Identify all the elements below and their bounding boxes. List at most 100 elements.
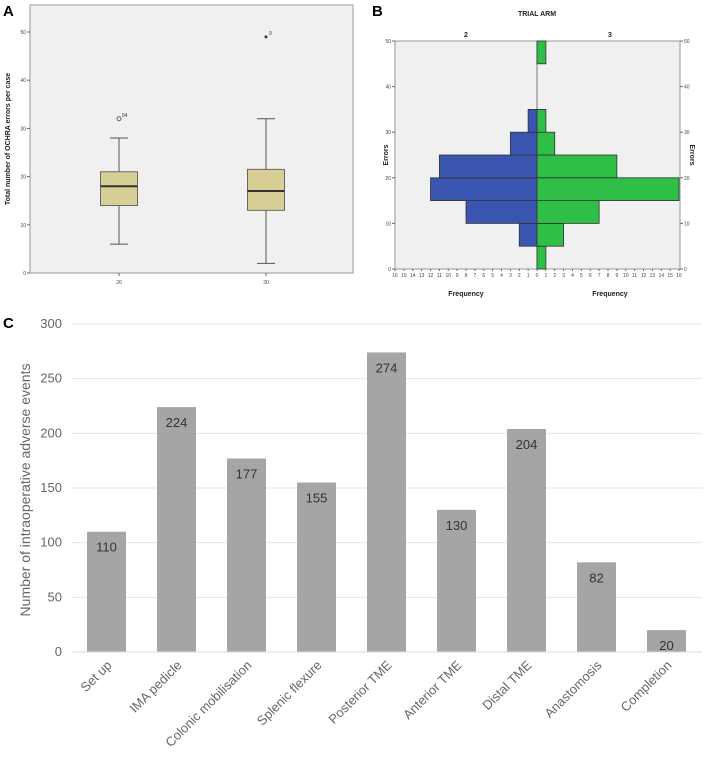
y-tick-label-c: 200 [40,425,62,440]
histogram-bar-3 [536,131,556,156]
box [100,171,138,207]
x-tick-label-b: 8 [465,273,468,279]
y-tick-label-b-left: 20 [385,176,391,182]
series-label-right: 3 [608,32,612,39]
histogram-bar-3 [536,200,600,224]
panel-label-b: B [372,3,383,20]
data-label: 204 [516,437,538,452]
x-tick-label-b: 16 [392,273,398,279]
bar-0 [87,531,126,652]
x-tick-label-b: 1 [527,273,530,279]
x-tick-label-a: 30 [263,280,269,286]
y-tick-label-c: 300 [40,316,62,331]
x-tick-label-b: 10 [623,273,629,279]
outlier-label: 9 [269,31,272,37]
plot-area-a [29,4,354,274]
histogram-bar-3 [536,222,565,247]
y-tick-label-c: 100 [40,535,62,550]
panel-label-a: A [3,3,14,20]
x-tick-label-b: 9 [456,273,459,279]
x-tick-label-b: 12 [428,273,434,279]
y-tick-label-a: 10 [20,223,26,229]
x-tick-label-b: 15 [667,273,673,279]
x-tick-label-b: 1 [544,273,547,279]
outlier-marker [264,35,268,39]
x-tick-label-c: Splenic flexure [254,658,325,729]
x-tick-label-c: Posterior TME [325,657,394,726]
x-tick-label-b: 11 [632,273,637,279]
histogram-bar-2 [438,154,538,179]
x-tick-label-b: 14 [410,273,416,279]
x-tick-label-b: 4 [571,273,574,279]
histogram-bar-2 [527,109,538,133]
y-tick-label-b-right: 50 [684,39,690,45]
x-tick-label-c: Anastomosis [541,657,605,721]
series-label-left: 2 [464,32,468,39]
x-tick-label-b: 5 [491,273,494,279]
y-tick-label-b-left: 10 [385,221,391,227]
data-label: 274 [376,360,398,375]
y-axis-label-c: Number of intraoperative adverse events [17,364,33,617]
box [247,168,285,211]
x-tick-label-c: IMA pedicle [126,658,184,716]
x-tick-label-b: 14 [658,273,664,279]
y-tick-label-a: 20 [20,175,26,181]
data-label: 177 [236,466,258,481]
x-tick-label-b: 4 [500,273,503,279]
panel-label-c: C [3,315,14,332]
x-tick-label-b: 13 [650,273,656,279]
x-tick-label-b: 10 [445,273,451,279]
x-tick-label-b: 3 [509,273,512,279]
y-tick-label-b-left: 0 [388,267,391,273]
bar-8 [647,630,686,652]
x-tick-label-a: 20 [116,280,122,286]
y-tick-label-b-right: 20 [684,176,690,182]
bar-7 [577,562,616,652]
x-axis-label-b-left: Frequency [448,291,484,298]
x-tick-label-c: Completion [618,658,675,715]
data-label: 224 [166,415,188,430]
histogram-bar-2 [430,177,538,202]
bar-4 [367,352,406,652]
histogram-bar-3 [536,177,680,202]
outlier-marker [116,116,122,122]
y-tick-label-b-right: 40 [684,85,690,91]
data-label: 155 [306,491,328,506]
x-tick-label-b: 6 [589,273,592,279]
x-tick-label-b: 13 [419,273,425,279]
x-tick-label-b: 9 [615,273,618,279]
y-tick-label-a: 50 [20,30,26,36]
x-tick-label-b: 8 [607,273,610,279]
x-tick-label-c: Set up [77,658,114,695]
x-tick-label-b: 11 [437,273,442,279]
data-label: 130 [446,518,468,533]
y-tick-label-b-left: 30 [385,130,391,136]
y-axis-label-b-right: Errors [688,144,695,165]
y-tick-label-c: 0 [55,644,62,659]
data-label: 110 [96,540,117,555]
x-tick-label-c: Anterior TME [400,657,465,722]
bar-2 [227,458,266,652]
x-tick-label-b: 3 [562,273,565,279]
x-tick-label-b: 2 [553,273,556,279]
y-axis-label-b-left: Errors [383,144,390,165]
bar-3 [297,482,336,652]
histogram-bar-2 [465,200,538,224]
data-label: 82 [589,570,603,585]
histogram-bar-3 [536,109,547,133]
x-axis-label-b-right: Frequency [592,291,628,298]
x-tick-label-b: 2 [518,273,521,279]
y-tick-label-a: 40 [20,78,26,84]
x-tick-label-b: 6 [482,273,485,279]
x-tick-label-b: 0 [536,273,539,279]
bar-5 [437,509,476,652]
x-tick-label-b: 12 [641,273,647,279]
histogram-bar-2 [509,131,538,156]
y-axis-label-a: Total number of OCHRA errors per case [5,73,12,205]
x-tick-label-c: Distal TME [479,657,535,713]
y-tick-label-b-left: 50 [385,39,391,45]
x-tick-label-b: 5 [580,273,583,279]
histogram-bar-2 [518,222,538,247]
x-tick-label-b: 7 [473,273,476,279]
